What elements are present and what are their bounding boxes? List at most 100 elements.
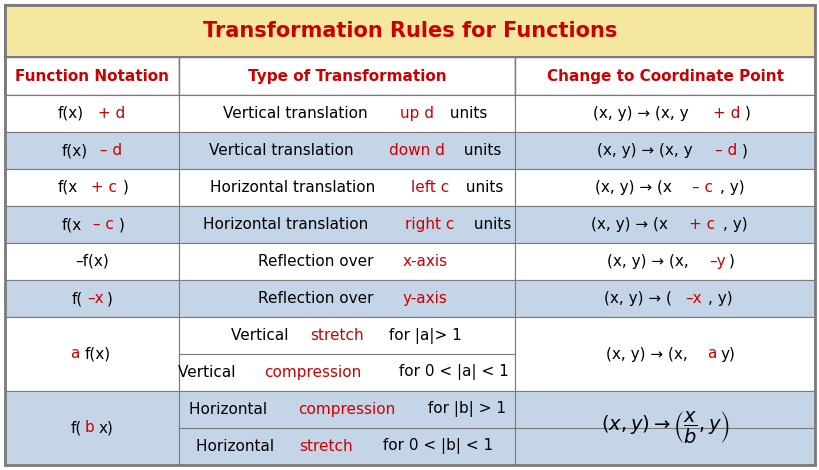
Bar: [514, 95, 814, 132]
Bar: [179, 280, 514, 317]
Text: units: units: [445, 106, 487, 121]
Text: x): x): [98, 421, 113, 436]
Bar: [5, 57, 179, 95]
Text: f(x): f(x): [61, 143, 88, 158]
Text: units: units: [459, 143, 501, 158]
Text: + d: + d: [712, 106, 740, 121]
Text: f(x: f(x: [58, 180, 78, 195]
Bar: [5, 206, 179, 243]
Bar: [5, 95, 179, 132]
Text: y): y): [719, 346, 734, 361]
Text: + c: + c: [86, 180, 117, 195]
Text: f(: f(: [70, 421, 82, 436]
Bar: [5, 391, 179, 465]
Bar: [514, 243, 814, 280]
Text: up d: up d: [400, 106, 433, 121]
Text: Horizontal: Horizontal: [188, 402, 271, 417]
Bar: [179, 95, 514, 132]
Bar: [514, 57, 814, 95]
Text: Horizontal translation: Horizontal translation: [202, 217, 373, 232]
Text: Reflection over: Reflection over: [258, 291, 378, 306]
Text: Type of Transformation: Type of Transformation: [247, 69, 446, 84]
Text: Horizontal: Horizontal: [196, 439, 278, 454]
Text: Vertical: Vertical: [230, 328, 292, 343]
Text: a: a: [70, 346, 79, 361]
Text: Change to Coordinate Point: Change to Coordinate Point: [546, 69, 783, 84]
Bar: [514, 317, 814, 391]
Text: down d: down d: [388, 143, 444, 158]
Text: (x, y) → (x,: (x, y) → (x,: [605, 346, 692, 361]
Bar: [5, 57, 814, 95]
Bar: [514, 280, 814, 317]
Text: (x, y) → (x, y: (x, y) → (x, y: [596, 143, 696, 158]
Text: , y): , y): [722, 217, 747, 232]
Text: compression: compression: [298, 402, 396, 417]
Bar: [514, 206, 814, 243]
Text: (x, y) → (: (x, y) → (: [604, 291, 672, 306]
Text: + c: + c: [688, 217, 714, 232]
Text: – d: – d: [715, 143, 737, 158]
Text: f(x): f(x): [58, 106, 84, 121]
Text: Reflection over: Reflection over: [257, 254, 378, 269]
Bar: [5, 243, 179, 280]
Text: Vertical translation: Vertical translation: [223, 106, 372, 121]
Text: right c: right c: [405, 217, 455, 232]
Text: $(x, y) \rightarrow \left(\dfrac{x}{b}, y\right)$: $(x, y) \rightarrow \left(\dfrac{x}{b}, …: [600, 410, 729, 446]
Text: a: a: [706, 346, 716, 361]
Bar: [5, 5, 814, 57]
Text: x-axis: x-axis: [402, 254, 447, 269]
Text: ): ): [728, 254, 735, 269]
Text: stretch: stretch: [299, 439, 353, 454]
Text: – c: – c: [88, 217, 114, 232]
Bar: [514, 132, 814, 169]
Bar: [179, 169, 514, 206]
Text: ): ): [107, 291, 113, 306]
Text: Vertical translation: Vertical translation: [208, 143, 358, 158]
Text: b: b: [84, 421, 94, 436]
Text: f(: f(: [72, 291, 83, 306]
Text: ): ): [741, 143, 747, 158]
Text: for 0 < |b| < 1: for 0 < |b| < 1: [378, 439, 493, 454]
Text: stretch: stretch: [310, 328, 364, 343]
Bar: [179, 206, 514, 243]
Text: + d: + d: [93, 106, 125, 121]
Text: left c: left c: [410, 180, 449, 195]
Bar: [179, 317, 514, 391]
Text: , y): , y): [719, 180, 744, 195]
Bar: [179, 132, 514, 169]
Bar: [5, 317, 179, 391]
Bar: [514, 169, 814, 206]
Text: –x: –x: [87, 291, 104, 306]
Text: –x: –x: [684, 291, 701, 306]
Text: – c: – c: [691, 180, 712, 195]
Text: units: units: [468, 217, 510, 232]
Bar: [5, 169, 179, 206]
Text: –f(x): –f(x): [75, 254, 109, 269]
Text: for |b| > 1: for |b| > 1: [423, 401, 505, 417]
Bar: [514, 391, 814, 465]
Bar: [179, 57, 514, 95]
Text: f(x): f(x): [85, 346, 111, 361]
Bar: [179, 391, 514, 465]
Text: (x, y) → (x: (x, y) → (x: [590, 217, 672, 232]
Text: –y: –y: [708, 254, 725, 269]
Text: Vertical: Vertical: [179, 365, 241, 380]
Text: y-axis: y-axis: [402, 291, 447, 306]
Text: ): ): [744, 106, 750, 121]
Text: f(x: f(x: [61, 217, 81, 232]
Text: units: units: [461, 180, 503, 195]
Text: Transformation Rules for Functions: Transformation Rules for Functions: [202, 21, 617, 41]
Bar: [179, 243, 514, 280]
Text: Horizontal translation: Horizontal translation: [210, 180, 379, 195]
Text: , y): , y): [707, 291, 731, 306]
Text: for |a|> 1: for |a|> 1: [383, 328, 461, 344]
Bar: [5, 280, 179, 317]
Text: – d: – d: [95, 143, 123, 158]
Text: ): ): [119, 217, 124, 232]
Text: (x, y) → (x,: (x, y) → (x,: [607, 254, 693, 269]
Text: (x, y) → (x: (x, y) → (x: [594, 180, 676, 195]
Text: Function Notation: Function Notation: [15, 69, 169, 84]
Text: (x, y) → (x, y: (x, y) → (x, y: [593, 106, 693, 121]
Bar: [5, 132, 179, 169]
Text: compression: compression: [265, 365, 361, 380]
